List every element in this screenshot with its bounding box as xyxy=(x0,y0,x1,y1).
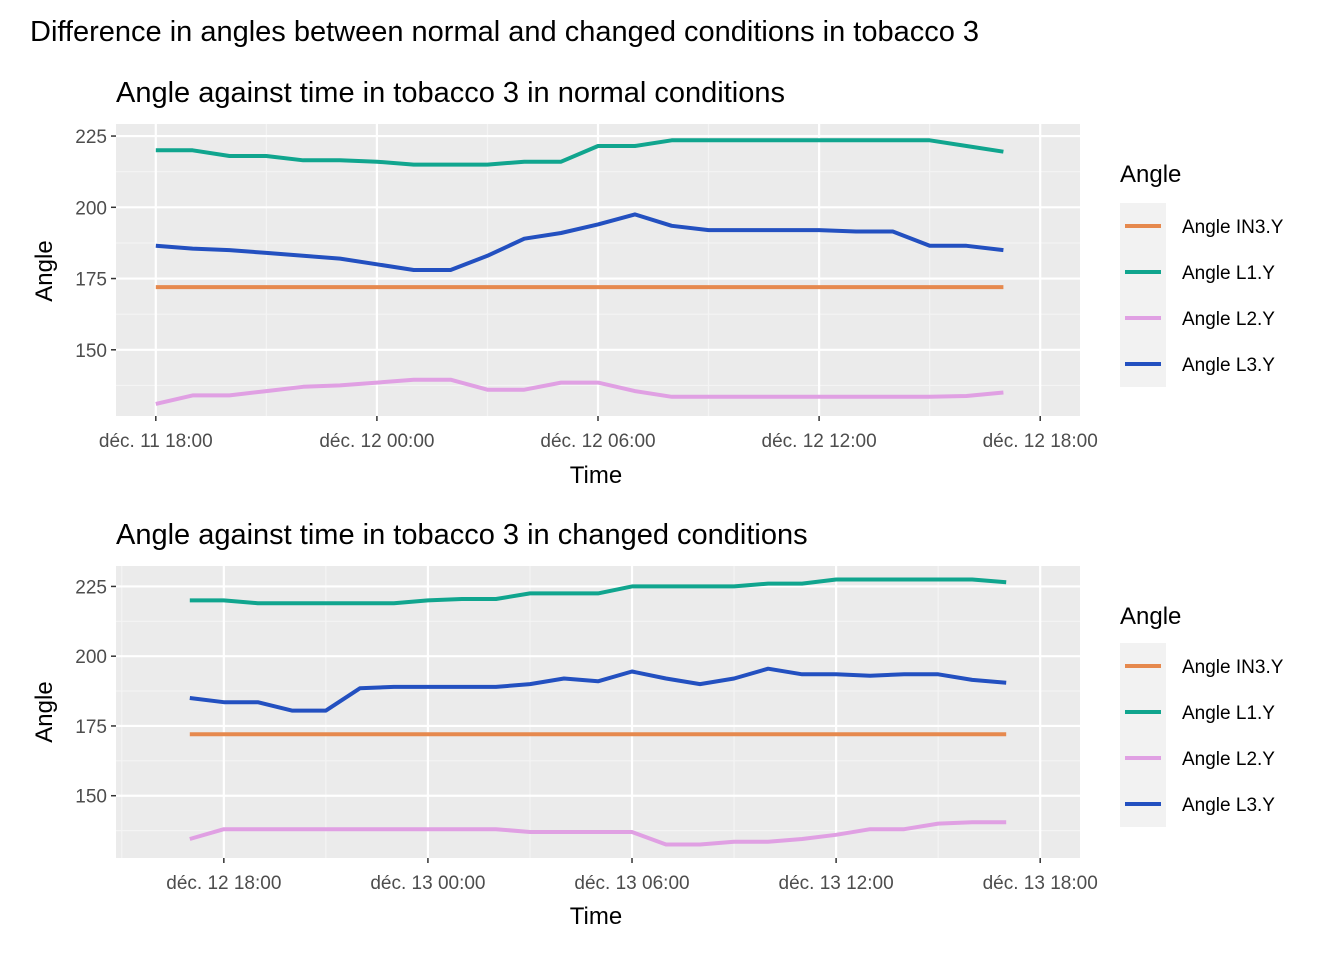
x-tick-label: déc. 12 00:00 xyxy=(319,431,434,452)
chart-title: Angle against time in tobacco 3 in chang… xyxy=(116,519,808,551)
y-axis-label: Angle xyxy=(31,240,58,301)
plot-area: 150 175 200 225 déc. 12 18:00 déc. 13 00:00 dé… xyxy=(75,566,1098,894)
figure-title: Difference in angles between normal and … xyxy=(30,16,979,48)
chart-changed-conditions: Angle against time in tobacco 3 in chang… xyxy=(31,519,1284,930)
panel-background xyxy=(116,566,1080,858)
legend-label: Angle L3.Y xyxy=(1182,795,1275,816)
y-tick-label: 200 xyxy=(75,198,107,219)
y-tick-label: 225 xyxy=(75,577,107,598)
x-tick-label: déc. 13 12:00 xyxy=(779,873,894,894)
legend-label: Angle IN3.Y xyxy=(1182,657,1284,678)
x-tick-label: déc. 12 18:00 xyxy=(166,873,281,894)
legend-title: Angle xyxy=(1120,603,1181,630)
x-tick-label: déc. 12 06:00 xyxy=(540,431,655,452)
x-tick-label: déc. 13 00:00 xyxy=(370,873,485,894)
y-tick-label: 150 xyxy=(75,787,107,808)
y-tick-label: 200 xyxy=(75,647,107,668)
legend-label: Angle L1.Y xyxy=(1182,703,1275,724)
x-tick-label: déc. 12 18:00 xyxy=(983,431,1098,452)
y-tick-label: 175 xyxy=(75,270,107,291)
legend-title: Angle xyxy=(1120,161,1181,188)
legend-label: Angle IN3.Y xyxy=(1182,217,1284,238)
x-tick-label: déc. 12 12:00 xyxy=(762,431,877,452)
plot-area: 150 175 200 225 déc. 11 18:00 déc. 12 00:00 dé… xyxy=(75,124,1098,452)
y-tick-label: 150 xyxy=(75,341,107,362)
legend-label: Angle L3.Y xyxy=(1182,355,1275,376)
legend-label: Angle L1.Y xyxy=(1182,263,1275,284)
series-line-angle-l3-y xyxy=(155,212,1004,272)
legend-label: Angle L2.Y xyxy=(1182,309,1275,330)
y-axis-label: Angle xyxy=(31,681,58,742)
x-tick-label: déc. 13 06:00 xyxy=(574,873,689,894)
series-line-angle-l2-y xyxy=(189,820,1007,847)
legend-entries: Angle IN3.Y Angle L1.Y Angle L2.Y Angle L3.… xyxy=(1120,203,1284,387)
x-axis-label: Time xyxy=(570,903,622,930)
chart-title: Angle against time in tobacco 3 in norma… xyxy=(116,77,785,109)
series-line-angle-l1-y xyxy=(189,577,1007,606)
y-tick-label: 225 xyxy=(75,127,107,148)
chart-normal-conditions: Angle against time in tobacco 3 in norma… xyxy=(31,77,1284,489)
x-axis-label: Time xyxy=(570,462,622,489)
legend-label: Angle L2.Y xyxy=(1182,749,1275,770)
series-line-angle-l3-y xyxy=(189,666,1007,713)
x-tick-label: déc. 13 18:00 xyxy=(983,873,1098,894)
x-tick-label: déc. 11 18:00 xyxy=(99,431,213,452)
y-tick-label: 175 xyxy=(75,717,107,738)
series-line-angle-l1-y xyxy=(155,138,1004,167)
series-line-angle-l2-y xyxy=(155,377,1004,406)
legend-entries: Angle IN3.Y Angle L1.Y Angle L2.Y Angle L3.… xyxy=(1120,643,1284,827)
